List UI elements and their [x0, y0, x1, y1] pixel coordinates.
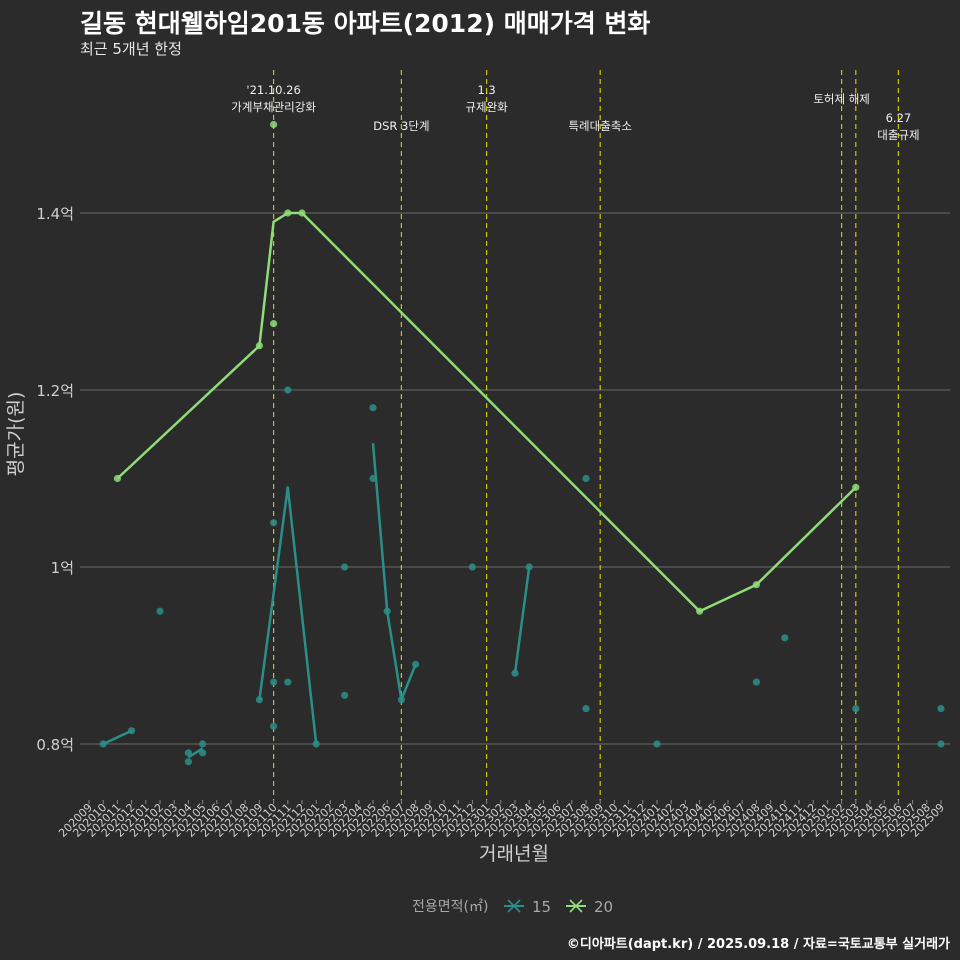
event-annotation: 토허제 해제: [813, 92, 870, 106]
event-annotation: DSR 3단계: [373, 119, 429, 133]
data-point-15: [156, 607, 164, 615]
event-annotation: '21.10.26: [246, 83, 300, 97]
data-point-15: [397, 696, 405, 704]
data-point-15: [99, 740, 107, 748]
source-caption: ©디아파트(dapt.kr) / 2025.09.18 / 자료=국토교통부 실…: [566, 937, 950, 952]
data-point-20: [852, 483, 860, 491]
data-point-15: [284, 386, 292, 394]
data-point-15: [270, 678, 278, 686]
gridlines: [80, 212, 950, 745]
event-annotation: 1.3: [477, 83, 495, 97]
data-point-20: [113, 474, 121, 483]
data-point-15: [270, 722, 278, 730]
data-point-15: [582, 705, 590, 713]
data-point-15: [781, 634, 789, 642]
data-point-15: [752, 678, 761, 686]
y-tick-label: 0.8억: [36, 736, 74, 754]
data-point-20: [298, 209, 306, 217]
data-point-15: [184, 749, 192, 757]
y-axis: 0.8억 1억 1.2억 1.4억: [36, 205, 74, 754]
data-point-15: [937, 705, 945, 713]
data-point-15: [511, 669, 519, 677]
chart-title: 길동 현대웰하임201동 아파트(2012) 매매가격 변화: [80, 9, 651, 38]
series-layer: [99, 120, 945, 766]
legend-label: 15: [532, 898, 551, 916]
event-annotation: 대출규제: [877, 128, 919, 142]
series-line-15: [187, 747, 204, 759]
data-point-15: [369, 474, 377, 483]
data-point-15: [525, 563, 533, 571]
data-point-15: [383, 607, 391, 615]
data-point-15: [852, 705, 860, 713]
data-point-15: [341, 563, 349, 571]
data-point-15: [255, 696, 263, 704]
legend-label: 20: [594, 898, 613, 916]
data-point-15: [184, 758, 192, 766]
data-point-20: [752, 581, 761, 589]
data-point-15: [199, 749, 207, 757]
series-line-15: [371, 442, 417, 701]
data-point-15: [312, 740, 320, 748]
data-point-20: [284, 209, 292, 217]
data-point-15: [412, 660, 420, 668]
data-point-20: [270, 320, 278, 328]
data-point-15: [653, 740, 661, 748]
data-point-20: [696, 607, 704, 615]
chart-subtitle: 최근 5개년 한정: [80, 40, 182, 58]
data-point-20: [270, 120, 278, 129]
data-point-15: [369, 404, 377, 412]
x-axis-title: 거래년월: [479, 843, 549, 865]
series-line-15: [258, 486, 318, 745]
event-annotation: 6.27: [886, 111, 912, 125]
legend-title: 전용면적(㎡): [412, 899, 488, 915]
legend: 전용면적(㎡) 15 20: [412, 898, 613, 916]
event-annotation: 규제완화: [465, 100, 508, 114]
y-tick-label: 1.2억: [36, 382, 74, 400]
series-line-15: [513, 566, 531, 674]
y-tick-label: 1억: [51, 559, 74, 577]
data-point-15: [128, 727, 136, 735]
data-point-15: [937, 740, 945, 748]
event-annotation: 가계부채관리강화: [231, 100, 316, 114]
data-point-15: [468, 563, 476, 571]
data-point-15: [341, 691, 349, 699]
data-point-15: [270, 519, 278, 527]
y-axis-title: 평균가(원): [5, 392, 27, 477]
data-point-15: [582, 474, 590, 483]
series-line-15: [102, 729, 133, 746]
y-tick-label: 1.4억: [36, 205, 74, 223]
legend-swatch-cross: [507, 899, 521, 913]
series-line-20: [116, 211, 857, 613]
event-annotation: 특례대출축소: [568, 119, 631, 133]
data-point-20: [255, 342, 263, 350]
legend-swatch-cross: [569, 899, 583, 913]
x-axis: 2020092020102020112020122021012021022021…: [56, 800, 947, 840]
data-point-15: [284, 678, 292, 686]
data-point-15: [199, 740, 207, 748]
